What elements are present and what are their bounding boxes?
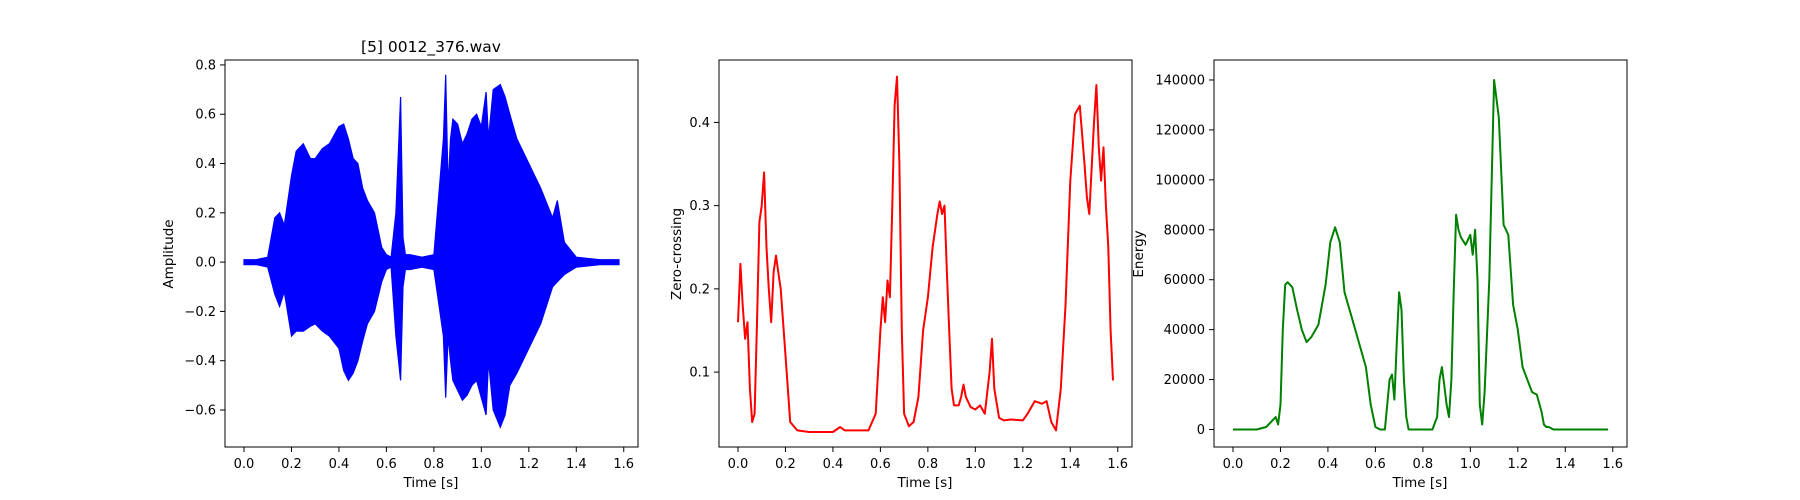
x-tick-label: 0.2 [775,457,796,472]
x-tick-label: 0.8 [424,457,445,472]
x-tick-label: 0.6 [1365,457,1386,472]
zero-crossing-series [737,75,1114,433]
y-tick-label: 0.4 [689,116,710,131]
plot-frame [718,59,1133,448]
x-axis-label: Time [s] [897,475,953,491]
y-tick-label: 0.3 [689,199,710,214]
y-tick-label: 120000 [1155,123,1205,138]
x-tick-label: 0.4 [1318,457,1339,472]
x-tick-label: 1.0 [471,457,492,472]
x-tick-label: 1.6 [1602,457,1623,472]
y-tick-label: 0.4 [195,157,216,172]
x-tick-label: 1.6 [613,457,634,472]
energy-panel: 0.0 0.2 0.4 0.6 0.8 1.0 1.2 1.4 1.6 0 20000 40000 60… [1131,59,1628,491]
x-tick-label: 1.0 [965,457,986,472]
x-tick-label: 1.4 [1060,457,1081,472]
y-tick-label: 80000 [1164,223,1205,238]
plot-frame [224,59,639,448]
y-tick-label: −0.6 [184,404,216,419]
x-tick-label: 1.4 [566,457,587,472]
x-tick-label: 1.4 [1555,457,1576,472]
waveform-plot-area: 0.0 0.2 0.4 0.6 0.8 1.0 1.2 1.4 1.6 −0.6 −0.4 −0.2 0… [184,58,639,472]
x-tick-label: 1.2 [518,457,539,472]
x-tick-label: 0.8 [1413,457,1434,472]
y-tick-label: 0.8 [195,58,216,73]
x-tick-label: 0.0 [728,457,749,472]
y-tick-label: 20000 [1164,373,1205,388]
x-tick-label: 0.4 [329,457,350,472]
y-tick-label: 100000 [1155,173,1205,188]
y-axis-label: Energy [1131,230,1147,277]
x-tick-label: 0.8 [918,457,939,472]
x-tick-label: 0.2 [281,457,302,472]
zero-crossing-plot-area: 0.0 0.2 0.4 0.6 0.8 1.0 1.2 1.4 1.6 0.1 0.2 0.3 0.4 [689,59,1133,472]
y-tick-label: 60000 [1164,273,1205,288]
y-tick-label: 0.2 [195,206,216,221]
x-tick-label: 1.2 [1012,457,1033,472]
y-axis-label: Amplitude [161,219,177,288]
zero-crossing-panel: 0.0 0.2 0.4 0.6 0.8 1.0 1.2 1.4 1.60.10.20.30.4 … [669,59,1133,491]
x-tick-label: 1.0 [1460,457,1481,472]
x-tick-label: 1.6 [1107,457,1128,472]
x-axis-label: Time [s] [403,475,459,491]
y-tick-label: 0.6 [195,108,216,123]
y-tick-label: 0.0 [195,256,216,271]
y-tick-label: 0.2 [689,282,710,297]
x-axis-label: Time [s] [1392,475,1448,491]
y-axis-label: Zero-crossing [669,208,685,300]
x-tick-label: 0.0 [1223,457,1244,472]
y-tick-label: −0.4 [184,354,216,369]
x-tick-label: 1.2 [1507,457,1528,472]
x-tick-label: 0.6 [870,457,891,472]
y-tick-label: 0.1 [689,366,710,381]
waveform-series [243,74,620,429]
y-tick-label: 140000 [1155,73,1205,88]
y-tick-label: −0.2 [184,305,216,320]
y-tick-label: 40000 [1164,323,1205,338]
plot-frame [1213,59,1628,448]
x-tick-label: 0.4 [823,457,844,472]
energy-plot-area: 0.0 0.2 0.4 0.6 0.8 1.0 1.2 1.4 1.6 0 20000 40000 60… [1155,59,1628,472]
waveform-panel: [5] 0012_376.wav 0.0 0.2 0.4 0.6 0.8 1.0 1.2 1.… [161,38,639,491]
x-tick-label: 0.0 [234,457,255,472]
x-tick-label: 0.6 [376,457,397,472]
chart-title: [5] 0012_376.wav [361,38,501,57]
y-tick-label: 0 [1197,423,1205,438]
x-tick-label: 0.2 [1270,457,1291,472]
energy-series [1233,79,1608,431]
